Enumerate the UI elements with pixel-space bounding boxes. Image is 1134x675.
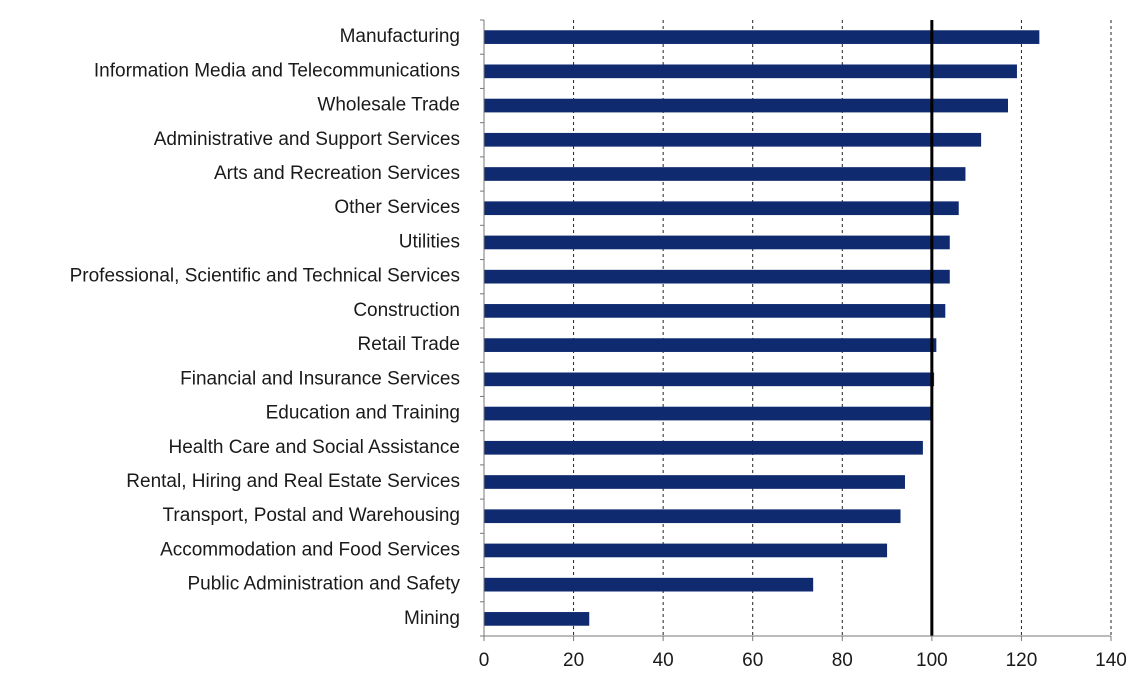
bar-11 (484, 406, 932, 421)
category-label: Public Administration and Safety (188, 574, 461, 595)
x-tick-label: 40 (653, 650, 674, 671)
category-label: Other Services (334, 197, 460, 218)
bar-3 (484, 132, 982, 147)
x-tick-label: 80 (832, 650, 853, 671)
bar-17 (484, 612, 590, 626)
axes (480, 19, 1112, 641)
category-label: Administrative and Support Services (154, 129, 460, 150)
category-label: Rental, Hiring and Real Estate Services (126, 471, 460, 492)
bar-2 (484, 98, 1008, 113)
category-label: Transport, Postal and Warehousing (163, 505, 460, 526)
category-label: Mining (404, 608, 460, 629)
bar-1 (484, 64, 1017, 79)
category-label: Health Care and Social Assistance (169, 437, 461, 458)
x-tick-label: 100 (916, 650, 948, 671)
bar-10 (484, 372, 935, 387)
bar-14 (484, 509, 901, 524)
x-tick-label: 120 (1006, 650, 1038, 671)
category-label: Utilities (399, 231, 460, 252)
bar-15 (484, 543, 888, 558)
bar-12 (484, 440, 923, 455)
category-label: Education and Training (266, 403, 460, 424)
bar-9 (484, 338, 937, 352)
x-tick-label: 60 (742, 650, 763, 671)
x-tick-label: 140 (1095, 650, 1127, 671)
bar-5 (484, 201, 959, 216)
bar-8 (484, 304, 946, 318)
category-label: Financial and Insurance Services (180, 368, 460, 389)
category-labels: Manufacturing Information Media and Telec… (70, 26, 461, 629)
category-label: Accommodation and Food Services (160, 539, 460, 560)
category-label: Arts and Recreation Services (214, 163, 460, 184)
x-tick-label: 0 (479, 650, 490, 671)
bar-13 (484, 475, 905, 489)
category-label: Professional, Scientific and Technical S… (70, 266, 460, 287)
bar-6 (484, 235, 950, 250)
x-tick-label: 20 (563, 650, 584, 671)
category-label: Construction (353, 300, 460, 321)
x-tick-labels: 0 20 40 60 80 100 120 140 (479, 650, 1127, 671)
bar-0 (484, 30, 1040, 44)
category-label: Manufacturing (340, 26, 460, 47)
bar-16 (484, 577, 814, 592)
category-label: Wholesale Trade (317, 95, 460, 116)
bar-4 (484, 167, 966, 181)
category-label: Information Media and Telecommunications (94, 60, 460, 81)
bars (484, 30, 1040, 626)
bar-7 (484, 269, 950, 284)
category-label: Retail Trade (358, 334, 460, 355)
